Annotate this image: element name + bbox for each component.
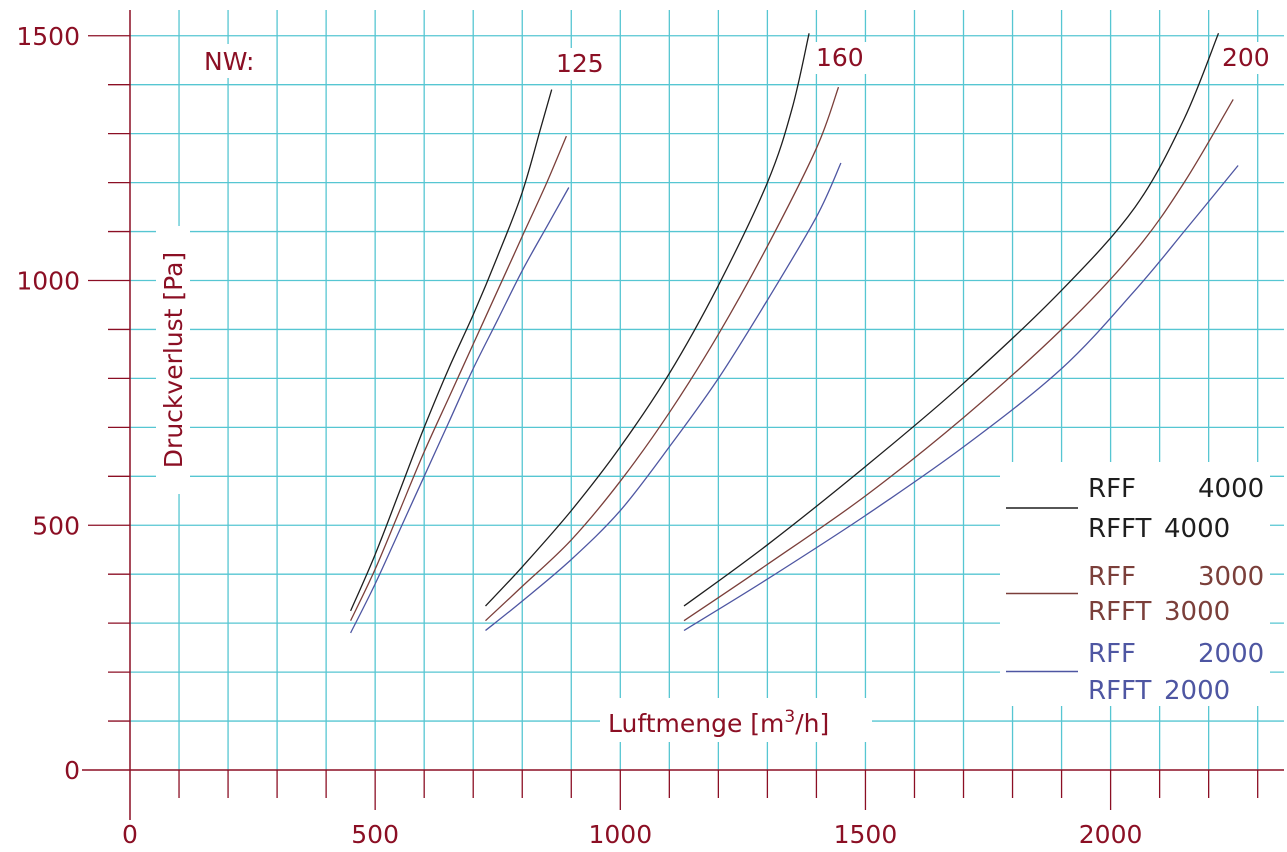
nw-label: NW:	[204, 47, 254, 76]
x-axis-label: Luftmenge [m3/h]	[608, 707, 829, 738]
curves	[350, 33, 1239, 634]
y-tick-label: 1000	[16, 267, 80, 296]
curve-125-blue	[350, 187, 570, 634]
labels: 0 500 1000 1500 2000 0 500 1000 1500 NW: 125 160 200…	[16, 22, 1277, 849]
x-tick-label: 500	[351, 820, 399, 849]
y-tick-label: 0	[64, 756, 80, 785]
legend-value: 4000	[1164, 514, 1230, 544]
legend-value: 2000	[1198, 639, 1264, 669]
y-tick-label: 500	[32, 511, 80, 540]
curve-160-black	[485, 33, 810, 607]
legend-value: 4000	[1198, 474, 1264, 504]
x-tick-label: 1000	[588, 820, 652, 849]
legend: RFF 4000 RFFT 4000 RFF 3000 RFFT 3000 RFF 2000 RFF…	[1000, 462, 1270, 706]
curve-200-black	[683, 33, 1220, 607]
legend-value: 3000	[1198, 562, 1264, 592]
axes	[82, 10, 1284, 820]
x-tick-label: 1500	[834, 820, 898, 849]
legend-type-rfft: RFFT	[1088, 514, 1152, 544]
curve-200-blue	[683, 165, 1239, 632]
x-tick-label: 0	[122, 820, 138, 849]
nw-size-200: 200	[1222, 43, 1270, 72]
nw-size-125: 125	[556, 49, 604, 78]
x-tick-label: 2000	[1079, 820, 1143, 849]
legend-type-rff: RFF	[1088, 474, 1136, 504]
legend-value: 2000	[1164, 676, 1230, 706]
legend-type-rff: RFF	[1088, 639, 1136, 669]
legend-value: 3000	[1164, 597, 1230, 627]
legend-type-rfft: RFFT	[1088, 676, 1152, 706]
y-axis-label: Druckverlust [Pa]	[159, 252, 188, 468]
curve-125-black	[350, 89, 553, 612]
legend-type-rff: RFF	[1088, 562, 1136, 592]
curve-160-blue	[485, 162, 842, 632]
legend-type-rfft: RFFT	[1088, 597, 1152, 627]
curve-160-brown	[485, 86, 840, 622]
curve-125-brown	[350, 135, 567, 621]
legend-box	[1000, 462, 1270, 706]
nw-size-160: 160	[816, 43, 864, 72]
y-tick-label: 1500	[16, 22, 80, 51]
curve-200-brown	[683, 99, 1234, 622]
